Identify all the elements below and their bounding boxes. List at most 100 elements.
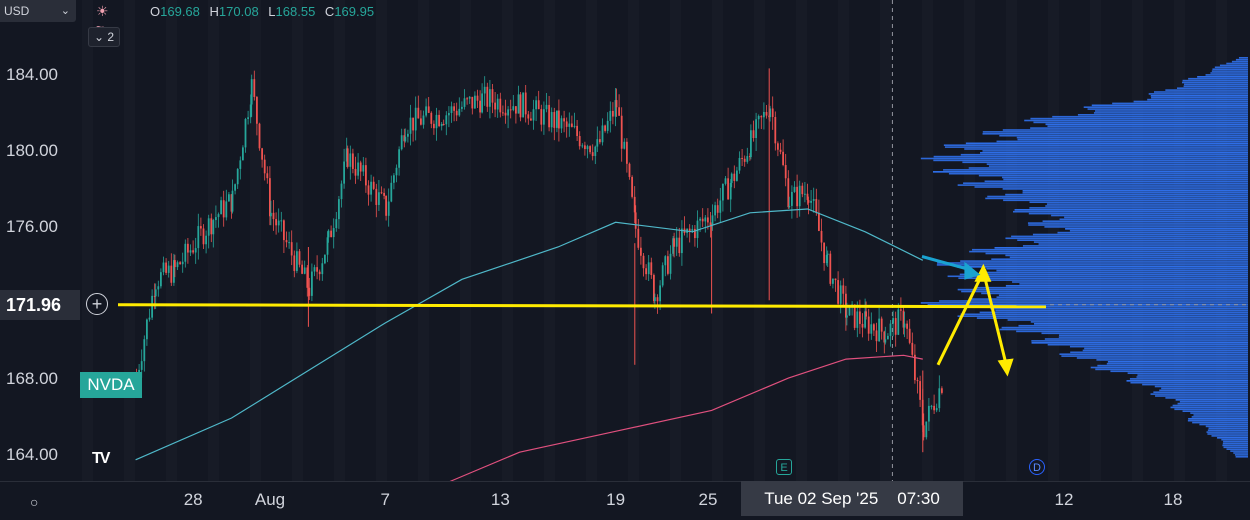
volume-profile-bar: [985, 252, 1248, 255]
candle-body: [815, 199, 818, 213]
volume-profile-bar: [1192, 421, 1248, 424]
volume-profile-bar: [1014, 209, 1248, 211]
candle-body: [527, 114, 530, 119]
volume-profile-bar: [1136, 376, 1248, 378]
candle-body: [916, 380, 919, 382]
candle-body: [900, 309, 902, 311]
candle-body: [556, 110, 558, 128]
candle-body: [810, 200, 812, 203]
moving-average-fast-line: [135, 208, 924, 461]
volume-profile-bar: [996, 140, 1248, 143]
candle-body: [222, 200, 225, 218]
volume-profile-bar: [964, 148, 1248, 150]
candle-body: [417, 107, 420, 119]
candle-body: [215, 217, 217, 221]
candle-body: [938, 388, 941, 409]
candle-body: [543, 109, 545, 125]
candle-body: [812, 199, 815, 201]
time-tick-label: 18: [1163, 490, 1183, 509]
blue-arrow-head: [964, 261, 981, 280]
volume-profile-bar: [1226, 62, 1248, 65]
candlestick-series: [135, 68, 943, 453]
candle-body: [798, 185, 801, 207]
candle-body: [694, 228, 696, 239]
candle-body: [479, 100, 481, 113]
indicator-count-toggle[interactable]: ⌄ 2: [88, 27, 120, 47]
candle-body: [234, 184, 236, 191]
volume-profile-bar: [960, 260, 1248, 262]
candle-body: [515, 106, 517, 114]
candle-body: [332, 228, 335, 238]
candle-body: [604, 125, 606, 131]
candle-body: [362, 165, 365, 172]
candle-body: [878, 318, 880, 342]
low-value: 168.55: [275, 4, 316, 19]
volume-profile-bar: [1191, 416, 1248, 418]
candle-body: [615, 100, 618, 108]
candle-body: [642, 255, 645, 269]
candle-body: [656, 297, 659, 302]
candle-body: [763, 111, 765, 118]
volume-profile-bar: [937, 262, 1248, 264]
candle-body: [346, 148, 349, 167]
candle-body: [420, 118, 422, 125]
volume-profile-bar: [1206, 431, 1248, 433]
candle-body: [422, 115, 425, 125]
candle-body: [153, 295, 156, 297]
candle-body: [174, 260, 176, 268]
open-key: O: [150, 4, 161, 19]
gear-icon[interactable]: ○: [30, 494, 39, 510]
candle-body: [807, 200, 810, 203]
candle-body: [453, 106, 455, 111]
candle-body: [820, 230, 823, 243]
candle-body: [316, 267, 318, 272]
candle-body: [599, 139, 601, 143]
symbol-badge[interactable]: NVDA: [80, 372, 142, 398]
volume-profile-bar: [1226, 448, 1248, 450]
volume-profile-bar: [1061, 355, 1248, 357]
horizontal-support-line[interactable]: [117, 303, 1047, 309]
volume-profile-bar: [957, 184, 1248, 186]
volume-profile-bar: [1096, 359, 1248, 361]
candle-body: [919, 381, 921, 400]
candle-body: [476, 95, 479, 101]
volume-profile-bar: [1045, 123, 1248, 126]
volume-profile-bar: [1211, 70, 1248, 72]
candle-body: [645, 268, 647, 275]
time-axis[interactable]: [0, 481, 1250, 520]
candle-body: [584, 145, 586, 150]
volume-profile-bar: [1095, 110, 1248, 112]
candle-body: [458, 108, 461, 116]
volume-profile-bar: [979, 311, 1248, 314]
earnings-event-icon[interactable]: E: [776, 459, 792, 475]
volume-profile-bar: [986, 279, 1248, 281]
volume-profile-bar: [1016, 136, 1248, 139]
candle-body: [704, 217, 707, 222]
candle-body: [197, 226, 200, 249]
volume-profile-bar: [1181, 81, 1248, 84]
candle-body: [338, 199, 340, 220]
candle-body: [165, 262, 167, 273]
add-alert-button[interactable]: +: [86, 293, 108, 315]
volume-profile-bar: [1047, 125, 1248, 127]
blue-trend-arrow[interactable]: [921, 255, 971, 272]
candle-body: [829, 253, 832, 284]
candle-body: [461, 106, 463, 109]
volume-profile-bar: [1022, 190, 1248, 192]
candle-body: [722, 183, 724, 201]
candle-body: [270, 212, 272, 217]
candle-body: [743, 158, 746, 162]
volume-profile-bar: [927, 304, 1248, 306]
volume-profile-bar: [1219, 64, 1248, 67]
volume-profile-bar: [936, 264, 1248, 266]
candle-body: [883, 331, 886, 343]
candle-body: [192, 250, 194, 253]
volume-profile-bar: [1012, 281, 1248, 283]
currency-select[interactable]: USD ⌄: [0, 0, 76, 22]
volume-profile-bar: [1153, 91, 1248, 93]
close-key: C: [324, 4, 335, 19]
dividend-event-icon[interactable]: D: [1029, 459, 1045, 475]
volume-profile-bar: [962, 161, 1248, 164]
tradingview-logo-icon[interactable]: TV: [92, 450, 111, 467]
